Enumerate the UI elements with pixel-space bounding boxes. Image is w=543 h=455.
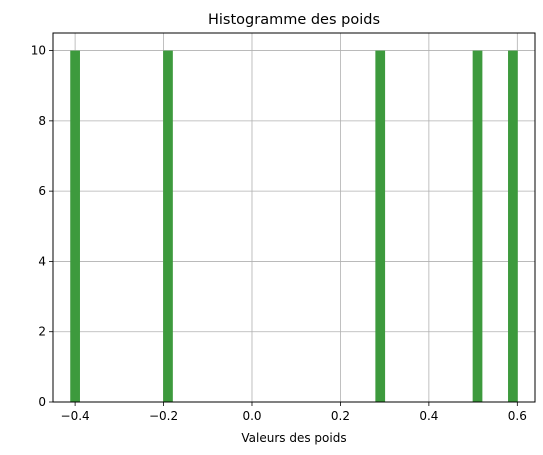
y-tick-label: 0 (38, 395, 46, 409)
x-tick-label: 0.2 (331, 409, 350, 423)
histogram-bar (375, 50, 386, 402)
histogram-bar (163, 50, 173, 402)
y-tick-label: 10 (31, 44, 46, 58)
x-tick-label: −0.2 (149, 409, 178, 423)
plot-frame (52, 32, 536, 403)
x-axis-label: Valeurs des poids (241, 431, 346, 445)
x-tick-label: 0.6 (508, 409, 527, 423)
grid-layer (53, 33, 535, 403)
histogram-bar (508, 50, 518, 402)
histogram-bar (472, 50, 483, 402)
y-tick-label: 8 (38, 114, 46, 128)
chart-title: Histogramme des poids (208, 12, 380, 28)
y-tick-label: 2 (38, 325, 46, 339)
x-tick-label: 0.4 (419, 409, 438, 423)
y-tick-label: 6 (38, 184, 46, 198)
ticks-layer: −0.4 −0.2 0.0 0.2 0.4 0.6 0 2 4 6 8 10 (31, 44, 527, 423)
x-tick-label: 0.0 (242, 409, 261, 423)
histogram-bar (70, 50, 80, 402)
bars-layer (70, 50, 518, 402)
x-tick-label: −0.4 (61, 409, 90, 423)
y-tick-label: 4 (38, 254, 46, 268)
